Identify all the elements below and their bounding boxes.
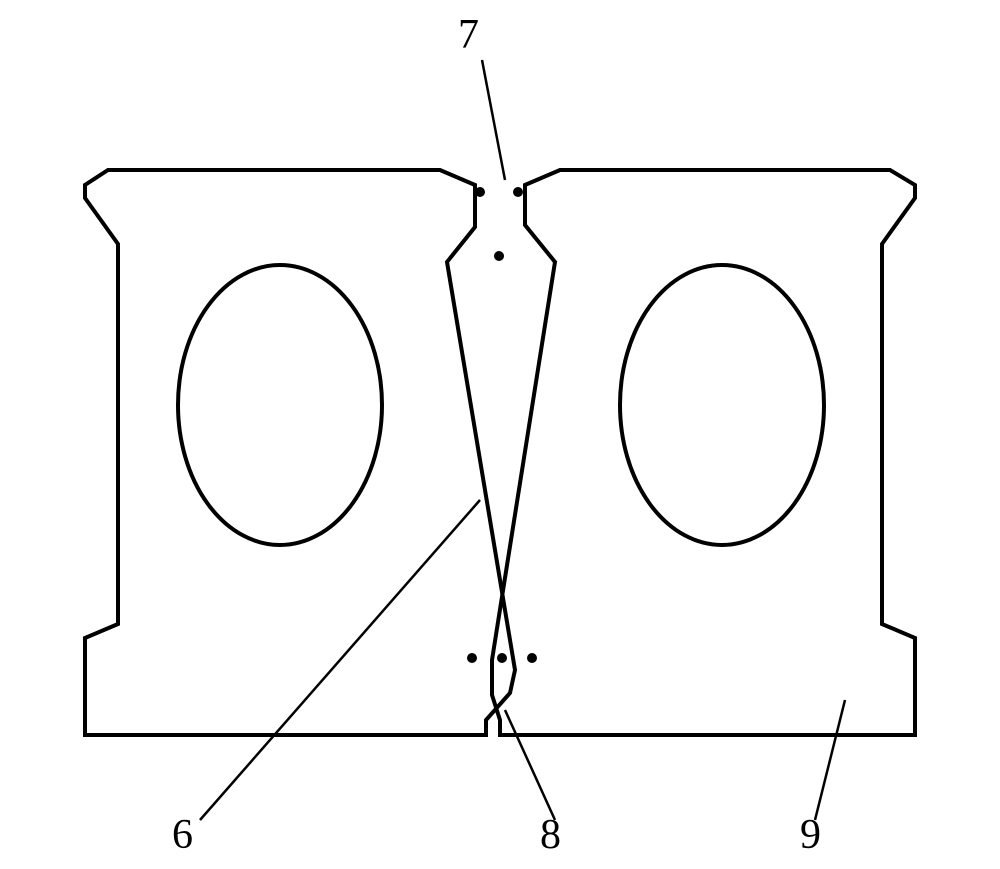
right-ellipse bbox=[620, 265, 824, 545]
left-ellipse bbox=[178, 265, 382, 545]
dot bbox=[513, 187, 523, 197]
diagram-svg: 7 6 8 9 bbox=[0, 0, 1000, 869]
dot bbox=[475, 187, 485, 197]
label-8: 8 bbox=[540, 812, 561, 858]
label-7: 7 bbox=[458, 12, 479, 58]
left-block-outline bbox=[85, 170, 515, 735]
dot bbox=[467, 653, 477, 663]
dot bbox=[494, 251, 504, 261]
leader-8 bbox=[505, 710, 555, 820]
leader-7 bbox=[482, 60, 505, 180]
label-6: 6 bbox=[172, 812, 193, 858]
label-9: 9 bbox=[800, 812, 821, 858]
dot bbox=[527, 653, 537, 663]
leader-6 bbox=[200, 500, 480, 820]
dot bbox=[497, 653, 507, 663]
right-block-outline bbox=[492, 170, 915, 735]
leader-9 bbox=[815, 700, 845, 820]
